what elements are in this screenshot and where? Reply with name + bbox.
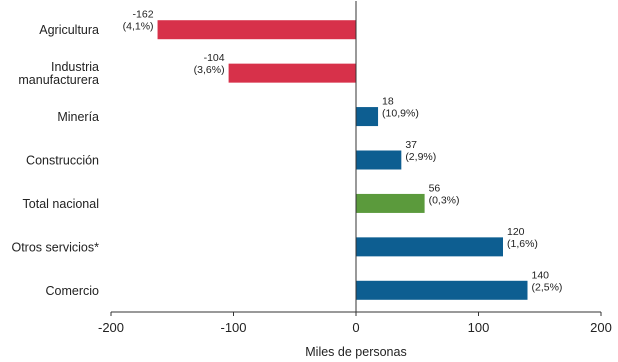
bar-industria-manufacturera: [228, 63, 356, 83]
value-label: 56: [429, 182, 441, 194]
bar-agricultura: [157, 20, 356, 40]
category-labels-group: Agricultura Industria manufacturera Minería…: [11, 23, 99, 298]
category-label: Construcción: [26, 154, 99, 168]
bar-otros-servicios: [356, 237, 503, 257]
value-label: 37: [405, 139, 417, 151]
category-label: Total nacional: [23, 197, 99, 211]
value-label: 120: [507, 226, 525, 238]
category-label: Agricultura: [39, 23, 99, 37]
percent-label: (4,1%): [123, 21, 154, 33]
bar-comercio: [356, 280, 528, 300]
percent-label: (10,9%): [382, 108, 419, 120]
bar-mineria: [356, 107, 379, 127]
bars-group: [157, 20, 528, 300]
percent-label: (2,9%): [405, 151, 436, 163]
category-label: Otros servicios*: [11, 240, 99, 254]
category-label: Industria manufacturera: [18, 60, 99, 87]
x-tick-label: -100: [220, 320, 246, 335]
x-axis-title: Miles de personas: [305, 345, 406, 359]
x-tick-label: 100: [468, 320, 490, 335]
percent-label: (2,5%): [532, 281, 563, 293]
x-tick-label: 0: [352, 320, 359, 335]
category-label: Comercio: [46, 284, 100, 298]
bar-construccion: [356, 150, 402, 170]
percent-label: (0,3%): [429, 194, 460, 206]
category-label: Minería: [57, 110, 99, 124]
percent-label: (3,6%): [194, 64, 225, 76]
value-label: -104: [204, 52, 225, 64]
value-label: 18: [382, 96, 394, 108]
x-tick-label: 200: [590, 320, 612, 335]
data-labels-group: -162(4,1%)-104(3,6%)18(10,9%)37(2,9%)56(…: [123, 9, 563, 294]
value-label: -162: [133, 9, 154, 21]
x-tick-label: -200: [98, 320, 124, 335]
axes-group: -200 -100 0 100 200: [98, 1, 612, 335]
value-label: 140: [532, 269, 550, 281]
bar-total-nacional: [356, 193, 425, 213]
percent-label: (1,6%): [507, 238, 538, 250]
